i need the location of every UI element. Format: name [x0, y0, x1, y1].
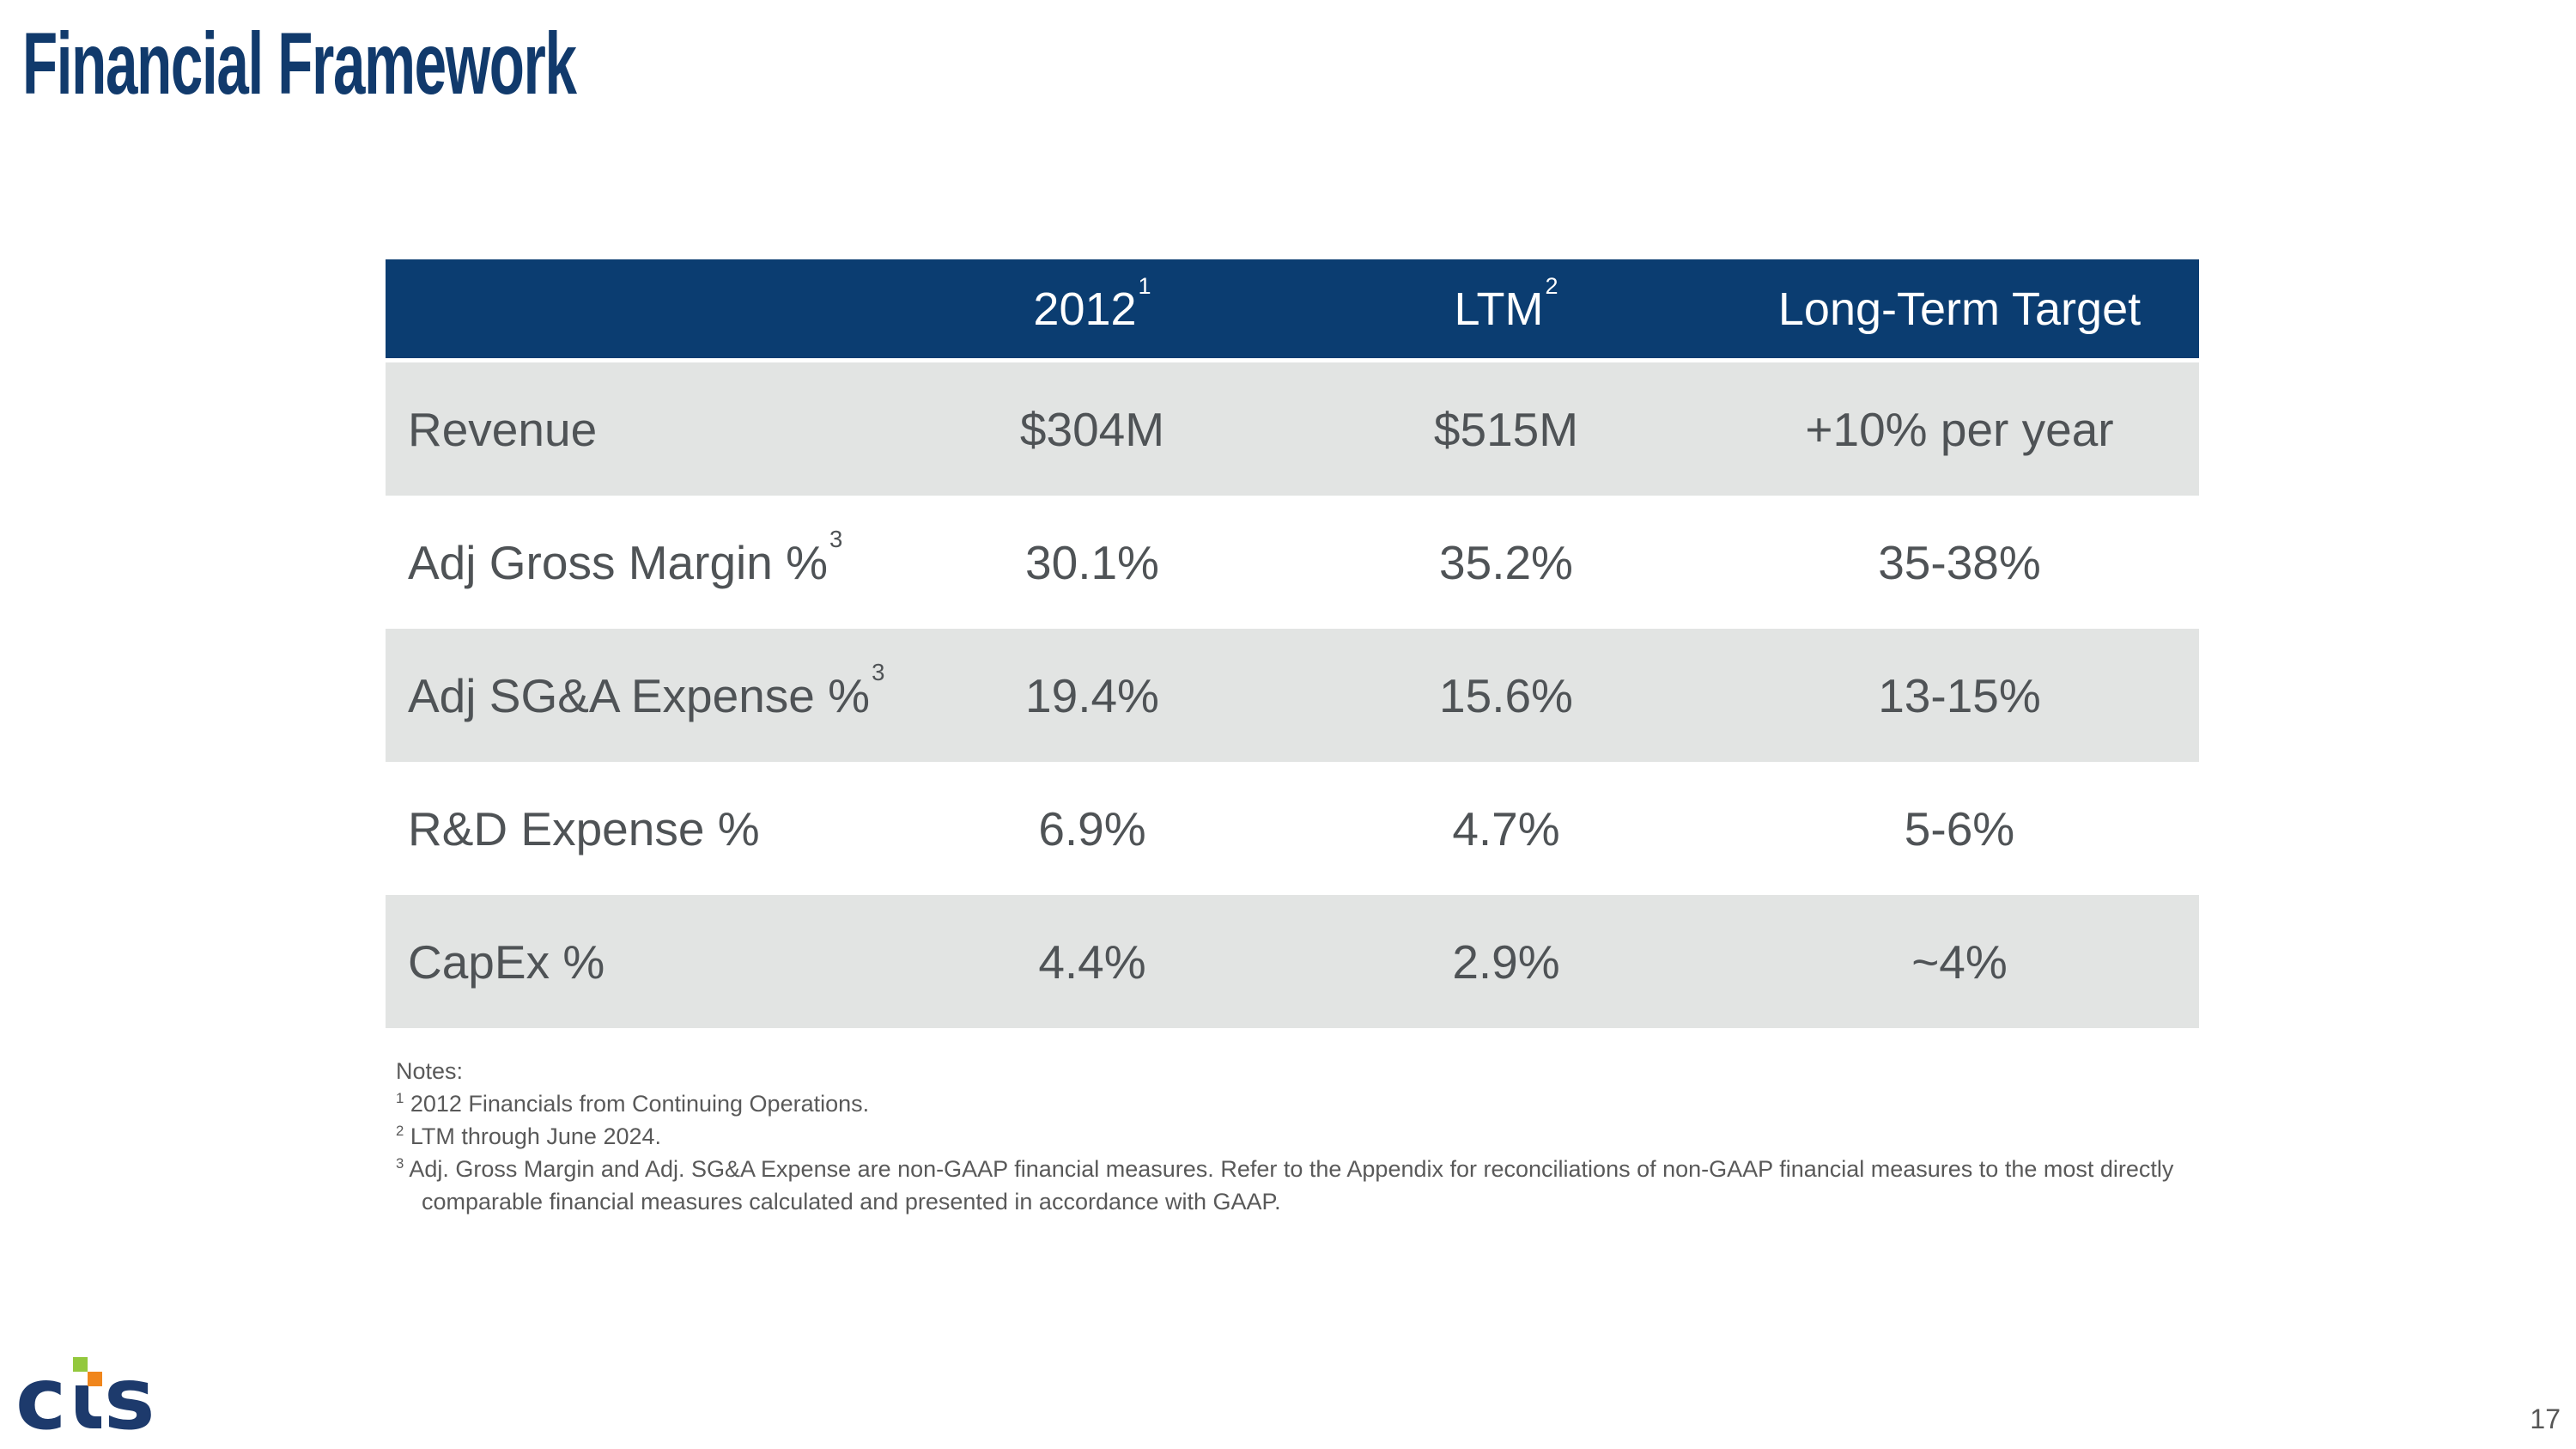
table-cell: 30.1% [1025, 535, 1159, 589]
row-label: Adj SG&A Expense %3 [408, 659, 885, 722]
table-cell: 15.6% [1439, 668, 1573, 722]
table-cell: 2.9% [1452, 935, 1560, 989]
row-label: R&D Expense % [408, 801, 760, 855]
footnote-marker: 3 [872, 659, 885, 686]
table-cell: 4.7% [1452, 801, 1560, 855]
logo-letter-t [76, 1385, 101, 1428]
table-row-revenue: Revenue $304M $515M +10% per year [386, 362, 2199, 496]
footnote-marker: 2 [1545, 272, 1558, 299]
table-row-adj-gross-margin: Adj Gross Margin %3 30.1% 35.2% 35-38% [386, 496, 2199, 629]
note-line-2: 2 LTM through June 2024. [396, 1123, 662, 1149]
row-label: Revenue [408, 402, 598, 456]
logo-orange-square-icon [88, 1372, 102, 1386]
page-title: Financial Framework [22, 15, 577, 113]
logo-letter-c: c [15, 1349, 66, 1434]
table-row-capex: CapEx % 4.4% 2.9% ~4% [386, 895, 2199, 1028]
table-cell: +10% per year [1805, 402, 2114, 456]
column-header-ltm: LTM2 [1454, 272, 1558, 335]
table-cell: 35-38% [1878, 535, 2041, 589]
page-number: 17 [2530, 1403, 2561, 1434]
footnote-marker: 1 [1138, 272, 1151, 299]
table-cell: 35.2% [1439, 535, 1573, 589]
table-header-row: 20121 LTM2 Long-Term Target [386, 259, 2199, 358]
notes-heading: Notes: [396, 1058, 464, 1084]
footnote-marker: 2 [396, 1123, 404, 1139]
table-cell: 4.4% [1038, 935, 1146, 989]
row-label: Adj Gross Margin %3 [408, 526, 843, 589]
table-cell: 13-15% [1878, 668, 2041, 722]
note-line-3: 3 Adj. Gross Margin and Adj. SG&A Expens… [396, 1155, 2174, 1182]
table-cell: $515M [1433, 402, 1579, 456]
table-row-adj-sga-expense: Adj SG&A Expense %3 19.4% 15.6% 13-15% [386, 629, 2199, 762]
note-line-3-continued: comparable financial measures calculated… [422, 1189, 1281, 1215]
table-cell: 19.4% [1025, 668, 1159, 722]
table-cell: $304M [1019, 402, 1165, 456]
column-header-2012: 20121 [1033, 272, 1151, 335]
table-cell: 6.9% [1038, 801, 1146, 855]
column-header-long-term-target: Long-Term Target [1777, 283, 2142, 335]
table-cell: 5-6% [1904, 801, 2015, 855]
footnote-marker: 3 [829, 526, 843, 553]
logo-letter-s: s [104, 1349, 155, 1434]
table-row-rd-expense: R&D Expense % 6.9% 4.7% 5-6% [386, 762, 2199, 895]
row-label: CapEx % [408, 935, 605, 989]
footnote-marker: 3 [396, 1155, 404, 1172]
financial-framework-table: 20121 LTM2 Long-Term Target Revenue $304… [386, 259, 2199, 1028]
table-cell: ~4% [1911, 935, 2008, 989]
footnote-marker: 1 [396, 1090, 404, 1106]
notes-block: Notes: 1 2012 Financials from Continuing… [396, 1055, 2371, 1218]
cts-logo: c s [15, 1349, 155, 1434]
logo-green-square-icon [73, 1357, 88, 1372]
note-line-1: 1 2012 Financials from Continuing Operat… [396, 1090, 870, 1117]
